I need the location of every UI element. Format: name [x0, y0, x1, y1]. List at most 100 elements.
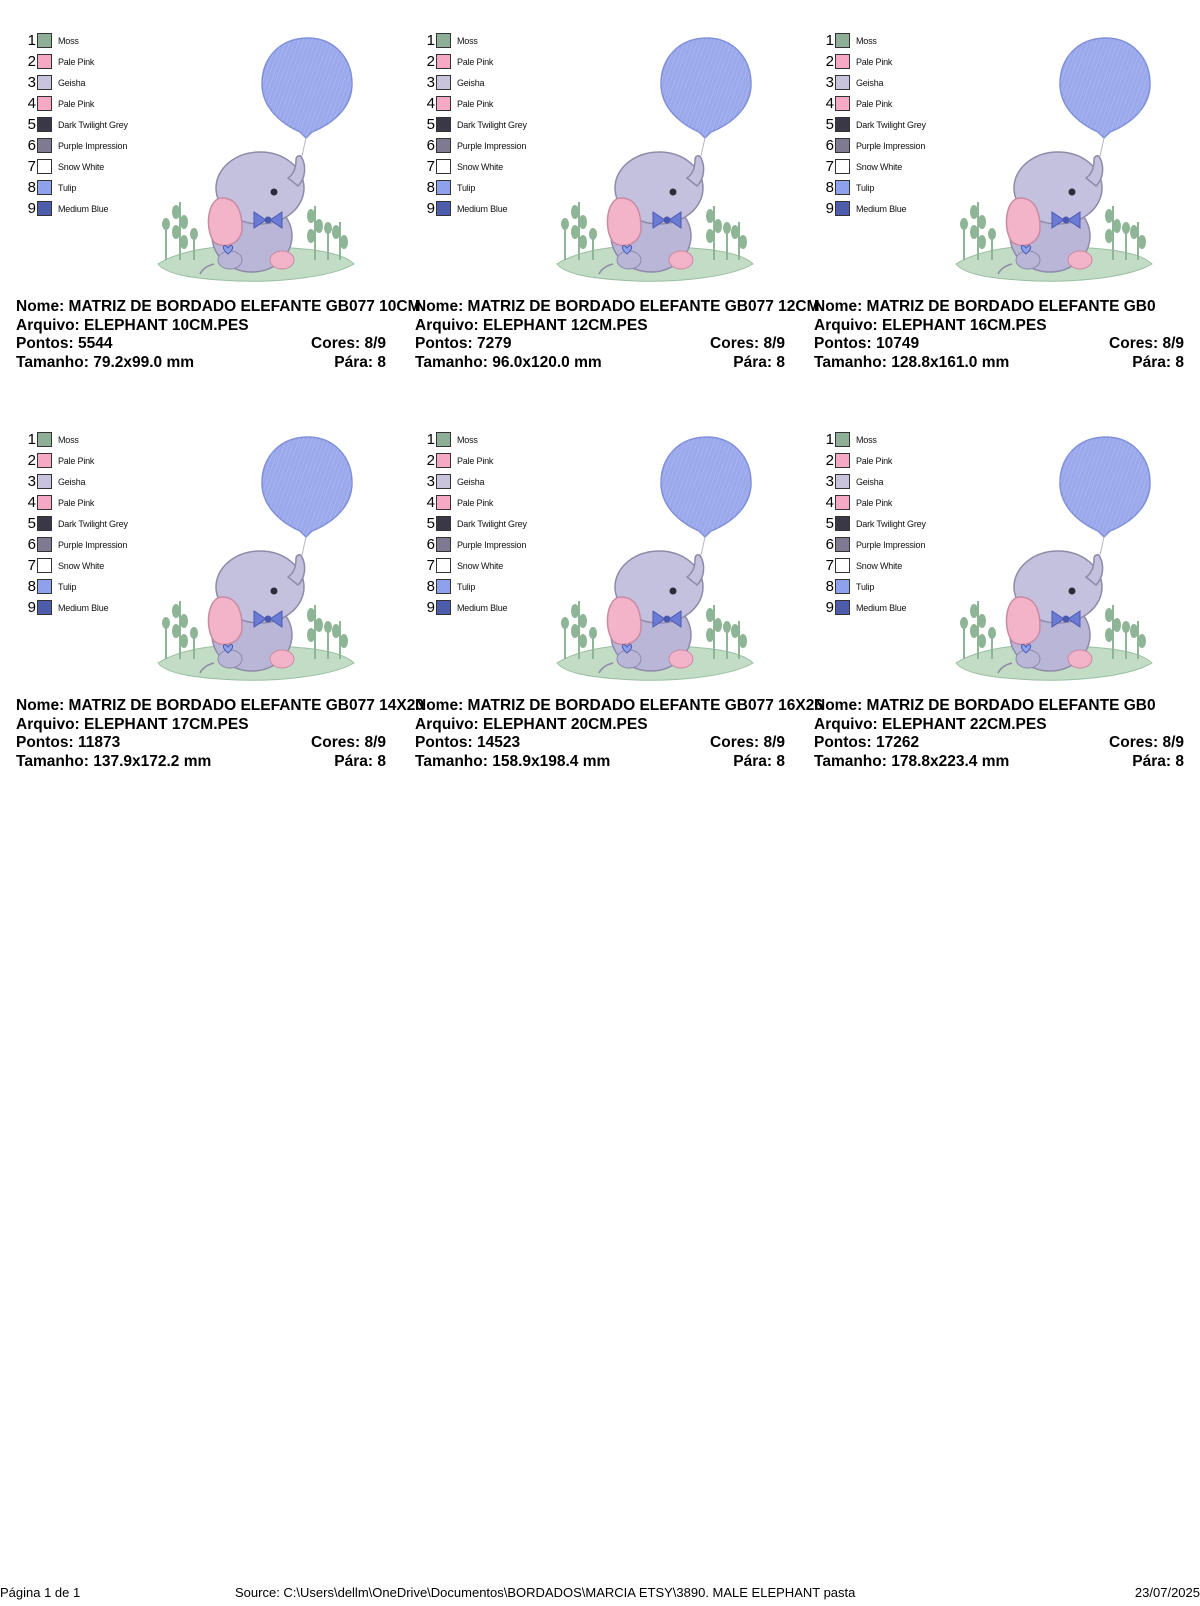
legend-number: 5 [426, 515, 435, 532]
source-path: Source: C:\Users\dellm\OneDrive\Document… [235, 1585, 856, 1600]
legend-color-name: Tulip [58, 582, 77, 592]
color-swatch [835, 579, 850, 594]
color-swatch [37, 474, 52, 489]
design-size: Tamanho: 178.8x223.4 mm [814, 752, 1010, 770]
color-swatch [436, 117, 451, 132]
color-swatch [835, 33, 850, 48]
design-info: Nome: MATRIZ DE BORDADO ELEFANTE GB077 1… [16, 298, 420, 372]
stop-count: Pára: 8 [733, 353, 785, 371]
color-count: Cores: 8/9 [710, 734, 785, 751]
color-swatch [37, 516, 52, 531]
design-size: Tamanho: 96.0x120.0 mm [415, 353, 602, 371]
color-swatch [835, 201, 850, 216]
legend-color-name: Tulip [58, 183, 77, 193]
design-info: Nome: MATRIZ DE BORDADO ELEFANTE GB0 Arqu… [814, 697, 1184, 771]
stitch-count: Pontos: 14523 [415, 734, 521, 751]
color-swatch [835, 117, 850, 132]
legend-color-name: Purple Impression [457, 141, 527, 151]
legend-number: 1 [27, 32, 36, 49]
design-name: Nome: MATRIZ DE BORDADO ELEFANTE GB077 1… [415, 298, 820, 315]
legend-color-name: Dark Twilight Grey [58, 519, 128, 529]
design-card: 1 Moss 2 Pale Pink 3 Geisha 4 Pale Pink 5 Dark Tw… [798, 0, 1198, 400]
color-swatch [37, 600, 52, 615]
stitch-count: Pontos: 11873 [16, 734, 121, 751]
legend-color-name: Snow White [457, 561, 504, 571]
legend-color-name: Dark Twilight Grey [856, 519, 926, 529]
legend-number: 1 [825, 32, 834, 49]
color-count: Cores: 8/9 [1109, 335, 1184, 352]
color-swatch [37, 453, 52, 468]
design-card: 1 Moss 2 Pale Pink 3 Geisha 4 Pale Pink 5 Dark Tw… [0, 0, 420, 400]
elephant-balloon-artwork [948, 427, 1168, 687]
stop-count: Pára: 8 [1132, 353, 1184, 371]
legend-number: 6 [825, 137, 834, 154]
legend-color-name: Moss [58, 36, 79, 46]
color-swatch [37, 537, 52, 552]
legend-number: 1 [825, 431, 834, 448]
stop-count: Pára: 8 [733, 752, 785, 770]
design-name: Nome: MATRIZ DE BORDADO ELEFANTE GB0 [814, 697, 1156, 714]
legend-color-name: Geisha [457, 78, 485, 88]
legend-color-name: Dark Twilight Grey [457, 120, 527, 130]
legend-color-name: Geisha [58, 477, 86, 487]
color-swatch [436, 138, 451, 153]
legend-color-name: Pale Pink [58, 456, 95, 466]
legend-number: 2 [825, 452, 834, 469]
legend-color-name: Purple Impression [58, 141, 128, 151]
color-swatch [436, 579, 451, 594]
legend-number: 6 [27, 137, 36, 154]
color-swatch [835, 453, 850, 468]
legend-color-name: Purple Impression [856, 141, 926, 151]
legend-color-name: Pale Pink [58, 99, 95, 109]
color-swatch [835, 432, 850, 447]
legend-number: 7 [426, 557, 435, 574]
legend-color-name: Geisha [856, 78, 884, 88]
color-swatch [835, 600, 850, 615]
color-swatch [37, 33, 52, 48]
legend-number: 6 [27, 536, 36, 553]
color-swatch [436, 159, 451, 174]
legend-color-name: Geisha [457, 477, 485, 487]
design-info: Nome: MATRIZ DE BORDADO ELEFANTE GB0 Arqu… [814, 298, 1184, 372]
legend-color-name: Snow White [58, 561, 105, 571]
design-name: Nome: MATRIZ DE BORDADO ELEFANTE GB0 [814, 298, 1156, 315]
color-swatch [436, 96, 451, 111]
color-swatch [835, 516, 850, 531]
legend-color-name: Pale Pink [457, 57, 494, 67]
legend-number: 1 [426, 431, 435, 448]
color-swatch [436, 33, 451, 48]
legend-color-name: Snow White [856, 162, 903, 172]
design-file: Arquivo: ELEPHANT 16CM.PES [814, 316, 1047, 334]
legend-color-name: Snow White [856, 561, 903, 571]
legend-color-name: Medium Blue [58, 603, 109, 613]
color-swatch [37, 75, 52, 90]
design-size: Tamanho: 128.8x161.0 mm [814, 353, 1010, 371]
color-swatch [436, 432, 451, 447]
legend-number: 8 [426, 179, 435, 196]
legend-number: 4 [27, 494, 36, 511]
legend-number: 8 [426, 578, 435, 595]
design-name: Nome: MATRIZ DE BORDADO ELEFANTE GB077 1… [415, 697, 823, 714]
legend-color-name: Pale Pink [856, 498, 893, 508]
color-swatch [835, 180, 850, 195]
legend-number: 5 [426, 116, 435, 133]
legend-number: 8 [825, 179, 834, 196]
legend-color-name: Moss [856, 36, 877, 46]
elephant-balloon-artwork [150, 28, 370, 288]
color-swatch [37, 117, 52, 132]
elephant-balloon-artwork [948, 28, 1168, 288]
legend-color-name: Medium Blue [856, 603, 907, 613]
legend-number: 6 [426, 536, 435, 553]
legend-number: 3 [426, 74, 435, 91]
design-file: Arquivo: ELEPHANT 12CM.PES [415, 316, 648, 334]
color-swatch [436, 180, 451, 195]
color-swatch [835, 54, 850, 69]
stitch-count: Pontos: 10749 [814, 335, 920, 352]
legend-number: 7 [27, 158, 36, 175]
legend-color-name: Medium Blue [457, 204, 508, 214]
legend-number: 1 [27, 431, 36, 448]
design-file: Arquivo: ELEPHANT 20CM.PES [415, 715, 648, 733]
legend-number: 3 [27, 74, 36, 91]
design-file: Arquivo: ELEPHANT 17CM.PES [16, 715, 249, 733]
color-swatch [37, 201, 52, 216]
